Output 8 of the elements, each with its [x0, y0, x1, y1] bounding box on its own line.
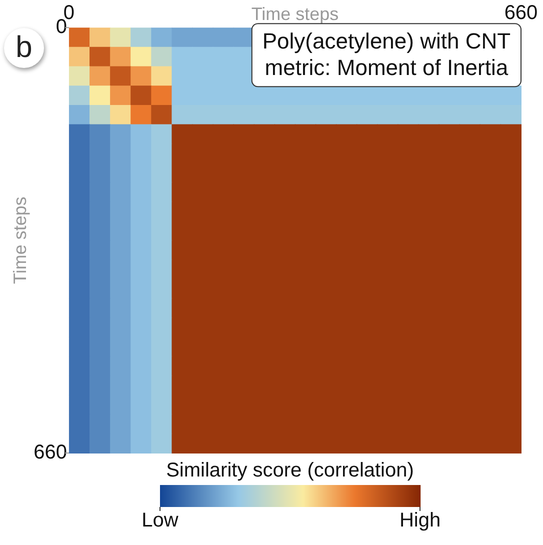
y-axis-title: Time steps — [10, 196, 30, 284]
color-bar-label: High — [399, 510, 441, 532]
color-bar-label: Low — [142, 510, 179, 532]
chart-title: Poly(acetylene) with CNT — [262, 28, 511, 54]
color-bar-title: Similarity score (correlation) — [166, 460, 414, 482]
text: metric: Moment of Inertia — [264, 55, 509, 80]
x-axis-title: Time steps — [251, 4, 339, 24]
text: b — [4, 28, 44, 68]
